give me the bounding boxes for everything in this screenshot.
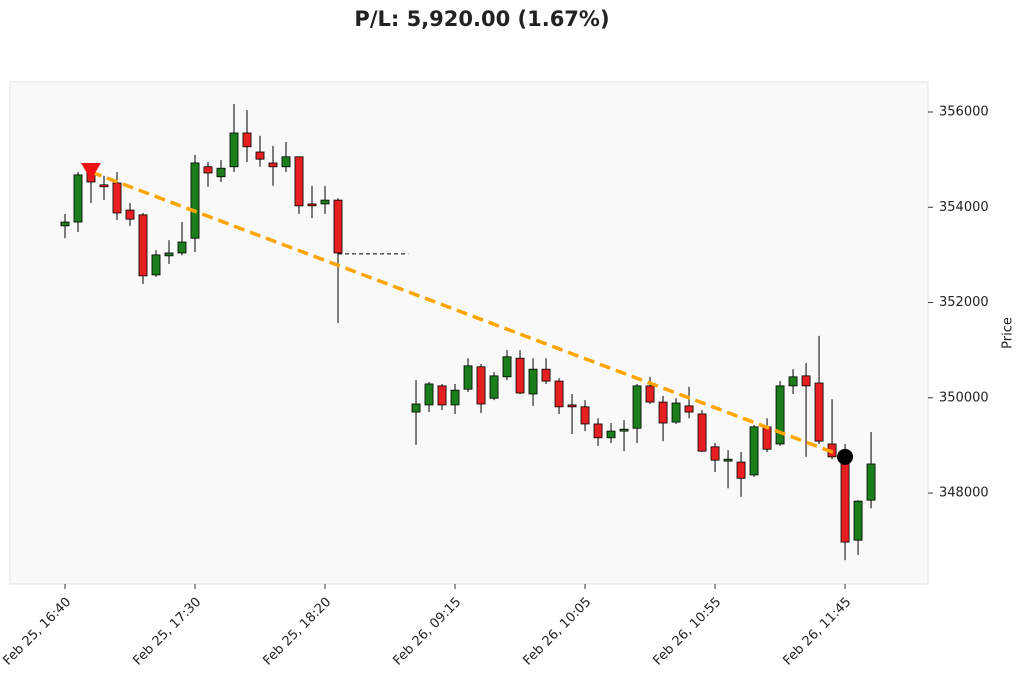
candle-body [528, 368, 538, 395]
candle-body [853, 500, 863, 541]
candle-body [190, 162, 200, 239]
x-tick-label: Feb 25, 17:30 [130, 595, 204, 669]
candle-body [151, 254, 161, 276]
x-tick-label: Feb 26, 09:15 [390, 595, 464, 669]
candle-body [632, 385, 642, 429]
candle-body [749, 426, 759, 476]
x-tick-label: Feb 26, 10:05 [520, 595, 594, 669]
trade-line [90, 170, 846, 459]
candle-body [619, 428, 629, 432]
candle-body [281, 156, 291, 168]
candle-body [775, 385, 785, 445]
candle-body [216, 167, 226, 178]
candle-body [489, 375, 499, 399]
plot-area [9, 81, 929, 585]
candle-body [658, 401, 668, 424]
candle-body [125, 209, 135, 220]
candle-body [840, 456, 850, 543]
candle-body [450, 389, 460, 406]
candle-body [99, 184, 109, 188]
candle-body [333, 199, 343, 254]
candle-body [710, 446, 720, 461]
y-tick-label: 354000 [939, 200, 989, 215]
candle-body [645, 385, 655, 403]
candle-body [671, 402, 681, 423]
y-tick-label: 350000 [939, 390, 989, 405]
candle-body [476, 366, 486, 405]
candle-body [255, 151, 265, 160]
candle-body [723, 458, 733, 462]
candle-body [541, 368, 551, 382]
candle-body [697, 413, 707, 452]
x-tick-label: Feb 26, 10:55 [651, 595, 725, 669]
candle-body [762, 426, 772, 450]
candle-body [268, 162, 278, 168]
y-tick-label: 356000 [939, 105, 989, 120]
candle-body [411, 403, 421, 413]
candle-body [203, 166, 213, 174]
candle-body [801, 375, 811, 387]
candle-body [437, 385, 447, 406]
chart-title: P/L: 5,920.00 (1.67%) [354, 7, 609, 31]
candle-body [112, 182, 122, 214]
candle-body [554, 380, 564, 408]
candle-body [73, 174, 83, 223]
candle-body [814, 382, 824, 442]
x-tick-label: Feb 26, 11:45 [781, 595, 855, 669]
candle-body [580, 406, 590, 425]
y-tick-label: 348000 [939, 486, 989, 501]
x-tick-label: Feb 25, 18:20 [260, 595, 334, 669]
candle-body [567, 404, 577, 408]
candle-body [242, 132, 252, 148]
candle-body [684, 405, 694, 413]
candle-body [307, 203, 317, 207]
y-tick-label: 352000 [939, 295, 989, 310]
candle-body [593, 423, 603, 439]
candle-body [788, 376, 798, 387]
candle-body [138, 214, 148, 277]
candle-body [320, 199, 330, 205]
candle-body [177, 241, 187, 254]
candle-body [164, 252, 174, 257]
candle-body [736, 461, 746, 479]
candle-body [515, 357, 525, 394]
candle-body [606, 430, 616, 439]
candle-body [463, 365, 473, 390]
candle-body [502, 356, 512, 378]
candle-body [60, 221, 70, 227]
x-tick-label: Feb 25, 16:40 [0, 595, 74, 669]
entry-marker [80, 163, 101, 181]
candle-body [229, 132, 239, 168]
exit-marker [837, 448, 854, 465]
candle-body [424, 383, 434, 406]
y-axis-label: Price [1001, 317, 1016, 349]
candle-body [866, 463, 876, 501]
candle-body [294, 156, 304, 207]
